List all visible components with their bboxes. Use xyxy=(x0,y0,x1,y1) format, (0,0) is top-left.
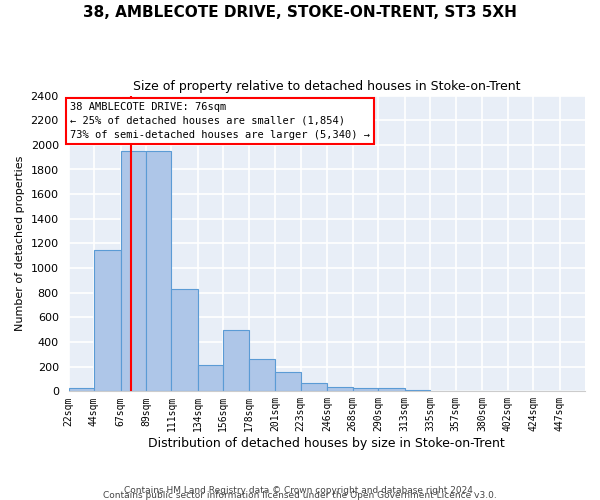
Text: 38 AMBLECOTE DRIVE: 76sqm
← 25% of detached houses are smaller (1,854)
73% of se: 38 AMBLECOTE DRIVE: 76sqm ← 25% of detac… xyxy=(70,102,370,140)
Bar xyxy=(223,330,249,392)
Bar xyxy=(301,384,328,392)
Bar xyxy=(275,372,301,392)
Bar xyxy=(68,388,94,392)
Bar xyxy=(405,390,430,392)
Text: Contains public sector information licensed under the Open Government Licence v3: Contains public sector information licen… xyxy=(103,490,497,500)
Bar xyxy=(121,151,146,392)
Bar xyxy=(249,360,275,392)
Bar xyxy=(353,388,378,392)
Bar xyxy=(378,388,405,392)
Bar xyxy=(430,390,455,392)
Bar xyxy=(146,151,172,392)
Text: Contains HM Land Registry data © Crown copyright and database right 2024.: Contains HM Land Registry data © Crown c… xyxy=(124,486,476,495)
Bar xyxy=(172,289,198,392)
Bar xyxy=(94,250,121,392)
Text: 38, AMBLECOTE DRIVE, STOKE-ON-TRENT, ST3 5XH: 38, AMBLECOTE DRIVE, STOKE-ON-TRENT, ST3… xyxy=(83,5,517,20)
X-axis label: Distribution of detached houses by size in Stoke-on-Trent: Distribution of detached houses by size … xyxy=(148,437,505,450)
Title: Size of property relative to detached houses in Stoke-on-Trent: Size of property relative to detached ho… xyxy=(133,80,521,93)
Y-axis label: Number of detached properties: Number of detached properties xyxy=(15,156,25,331)
Bar xyxy=(198,366,223,392)
Bar xyxy=(328,387,353,392)
